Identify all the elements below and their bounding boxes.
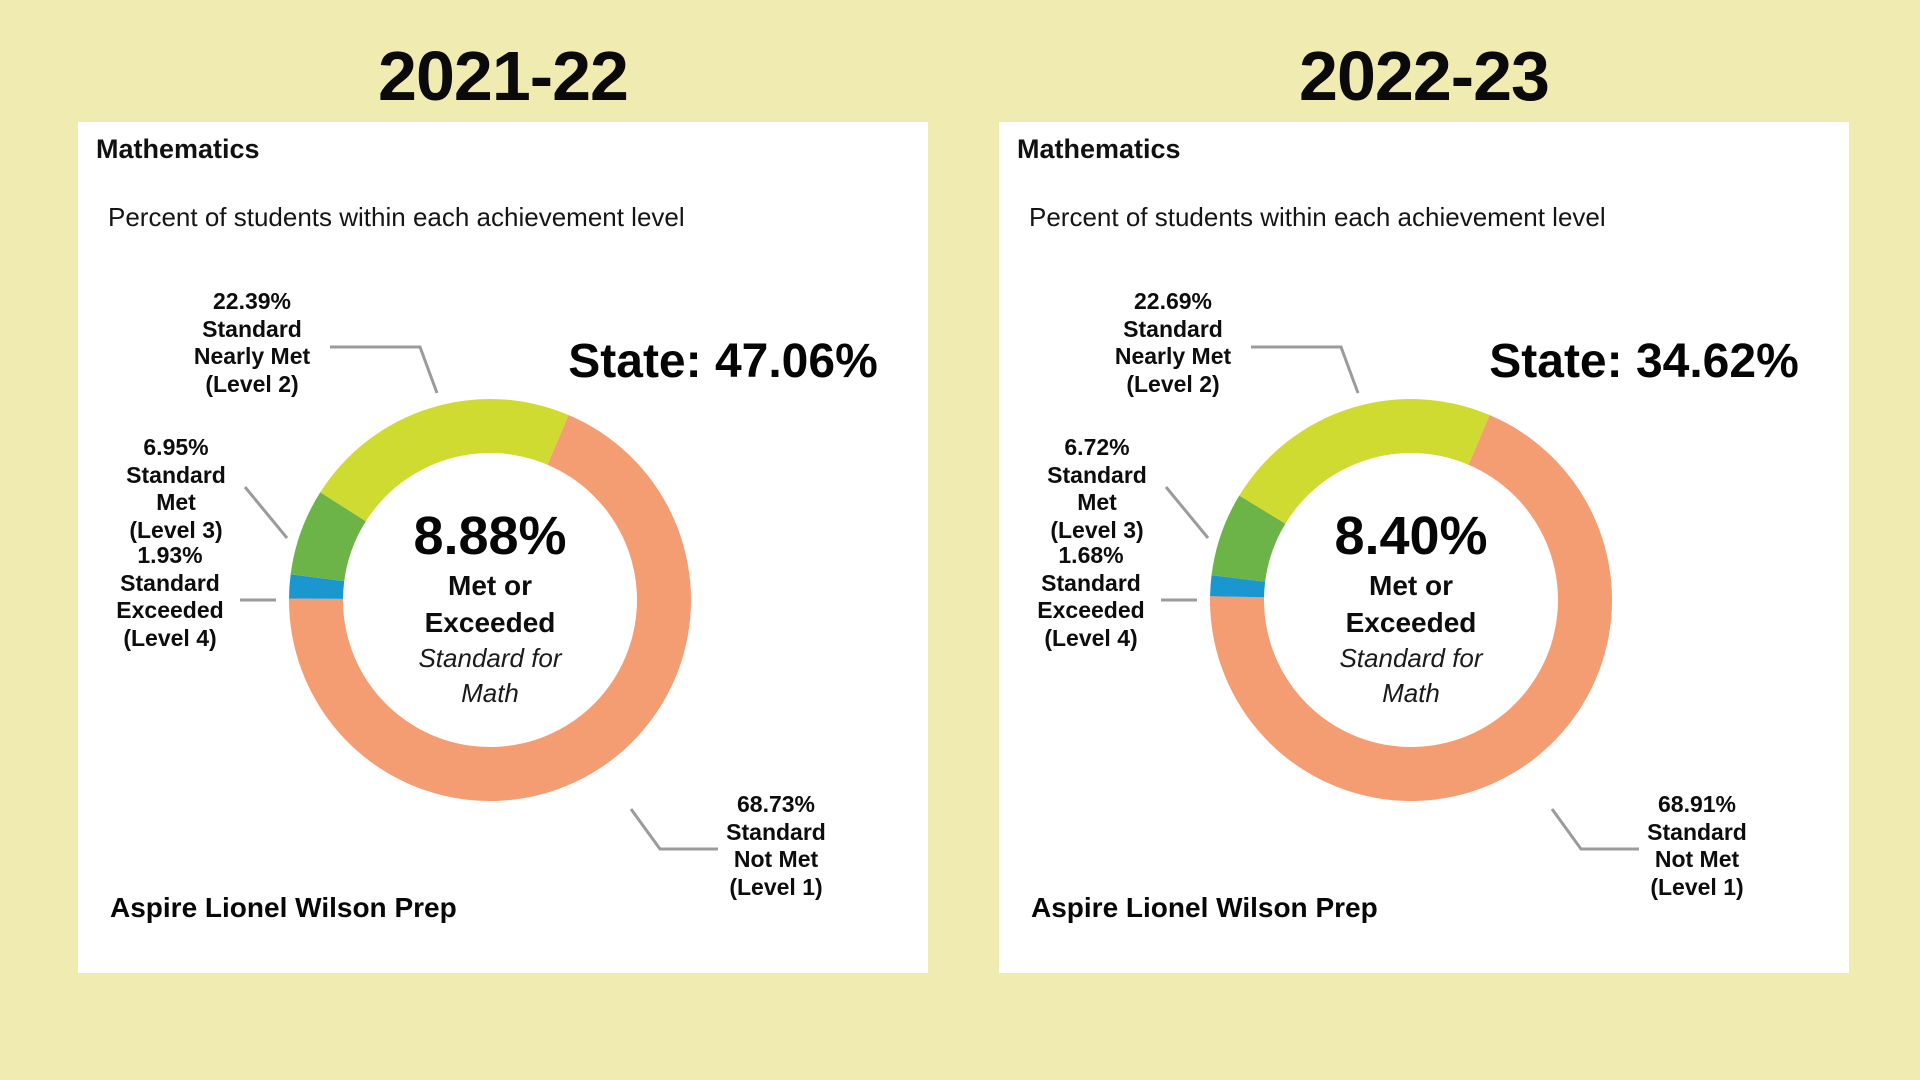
donut-segment xyxy=(320,398,569,522)
report-card-2021-22: Mathematics Percent of students within e… xyxy=(78,122,928,973)
callout-value: 68.73% xyxy=(736,791,815,817)
center-text-line: Math xyxy=(1382,678,1440,708)
donut-segment xyxy=(1211,495,1286,582)
center-text-line: Math xyxy=(461,678,519,708)
callout-line-text: Met xyxy=(1077,489,1117,515)
callout-label-met: 6.95% Standard Met (Level 3) xyxy=(76,434,276,544)
donut-segment xyxy=(290,492,366,582)
donut-center-label: 8.88% Met or Exceeded Standard for Math xyxy=(270,380,710,820)
callout-label-not-met: 68.73% Standard Not Met (Level 1) xyxy=(676,791,876,901)
state-average-note: State: 47.06% xyxy=(568,335,878,388)
callout-value: 68.91% xyxy=(1657,791,1736,817)
callout-line-text: (Level 4) xyxy=(1044,624,1138,651)
callout-line-text: Standard xyxy=(726,818,826,845)
donut-segment xyxy=(289,574,345,599)
callout-lines xyxy=(1161,345,1639,851)
donut-chart xyxy=(1210,398,1613,802)
donut-segment xyxy=(1210,575,1266,598)
callout-line-text: Met xyxy=(156,489,196,515)
callout-line-text: Standard xyxy=(1647,818,1747,845)
callout-line-text: Exceeded xyxy=(116,597,224,623)
donut-chart xyxy=(289,398,692,802)
callout-lines xyxy=(240,345,718,851)
center-text-line: Exceeded xyxy=(1345,607,1477,638)
callout-line-text: Not Met xyxy=(1654,846,1740,872)
callout-value: 1.68% xyxy=(1058,542,1124,568)
callout-line-text: Not Met xyxy=(733,846,819,872)
callout-line-not-met xyxy=(629,808,718,851)
callout-line-text: (Level 3) xyxy=(129,516,223,543)
center-text-line: Met or xyxy=(1369,570,1453,601)
school-name: Aspire Lionel Wilson Prep xyxy=(110,892,457,923)
callout-line-text: (Level 2) xyxy=(1126,370,1220,397)
callout-label-exceeded: 1.68% Standard Exceeded (Level 4) xyxy=(991,542,1191,652)
center-text-line: Exceeded xyxy=(424,607,556,638)
callout-value: 6.72% xyxy=(1064,434,1130,460)
callout-value: 6.95% xyxy=(143,434,209,460)
callout-line-text: (Level 2) xyxy=(205,370,299,397)
donut-center-label: 8.40% Met or Exceeded Standard for Math xyxy=(1191,380,1631,820)
callout-line-text: Exceeded xyxy=(1037,597,1145,623)
callout-line-met xyxy=(243,486,289,539)
met-or-exceeded-value: 8.40% xyxy=(1334,506,1488,566)
callout-line-text: Nearly Met xyxy=(193,343,311,369)
callout-label-nearly-met: 22.69% Standard Nearly Met (Level 2) xyxy=(1073,288,1273,398)
callout-line-text: Standard xyxy=(126,461,226,488)
callout-label-not-met: 68.91% Standard Not Met (Level 1) xyxy=(1597,791,1797,901)
callout-line-text: Standard xyxy=(1123,315,1223,342)
subject-heading: Mathematics xyxy=(96,134,260,164)
callout-line-text: (Level 1) xyxy=(1650,873,1744,900)
callout-line-text: (Level 1) xyxy=(729,873,823,900)
callout-line-text: Nearly Met xyxy=(1114,343,1232,369)
callout-value: 22.69% xyxy=(1133,288,1212,314)
report-card-2022-23: Mathematics Percent of students within e… xyxy=(999,122,1849,973)
callout-label-nearly-met: 22.39% Standard Nearly Met (Level 2) xyxy=(152,288,352,398)
center-text-line: Met or xyxy=(448,570,532,601)
callout-line-nearly-met xyxy=(1251,345,1360,394)
center-text-line: Standard for xyxy=(418,643,562,673)
callout-line-not-met xyxy=(1550,808,1639,851)
callout-line-nearly-met xyxy=(330,345,439,394)
callout-line-text: Standard xyxy=(1041,569,1141,596)
center-text-line: Standard for xyxy=(1339,643,1483,673)
year-title-right: 2022-23 xyxy=(1299,37,1550,115)
year-title-left: 2021-22 xyxy=(378,37,629,115)
callout-line-text: (Level 3) xyxy=(1050,516,1144,543)
callout-line-text: Standard xyxy=(202,315,302,342)
met-or-exceeded-value: 8.88% xyxy=(413,506,567,566)
callout-line-met xyxy=(1164,486,1210,539)
school-name: Aspire Lionel Wilson Prep xyxy=(1031,892,1378,923)
callout-value: 22.39% xyxy=(212,288,291,314)
callout-label-met: 6.72% Standard Met (Level 3) xyxy=(997,434,1197,544)
subject-heading: Mathematics xyxy=(1017,134,1181,164)
callout-line-text: (Level 4) xyxy=(123,624,217,651)
callout-line-text: Standard xyxy=(120,569,220,596)
callout-line-text: Standard xyxy=(1047,461,1147,488)
state-average-note: State: 34.62% xyxy=(1489,335,1799,388)
donut-segment xyxy=(1239,398,1490,524)
callout-value: 1.93% xyxy=(137,542,203,568)
callout-label-exceeded: 1.93% Standard Exceeded (Level 4) xyxy=(70,542,270,652)
chart-subtitle: Percent of students within each achievem… xyxy=(108,202,685,232)
chart-subtitle: Percent of students within each achievem… xyxy=(1029,202,1606,232)
